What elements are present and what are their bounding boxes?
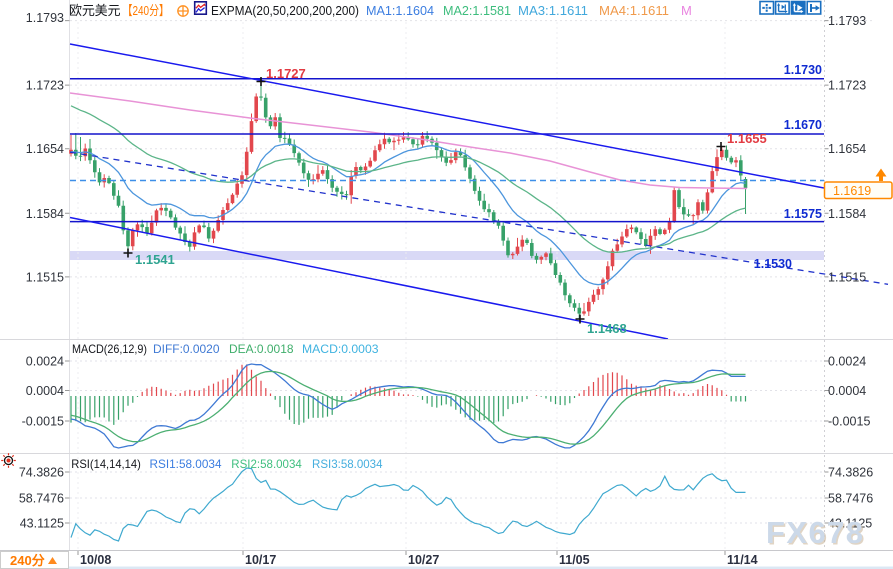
svg-text:11/05: 11/05: [559, 553, 590, 567]
svg-text:10/17: 10/17: [245, 553, 276, 567]
svg-text:MA1:1.1604: MA1:1.1604: [366, 3, 434, 18]
svg-text:1.1727: 1.1727: [266, 66, 306, 81]
svg-text:MA3:1.1611: MA3:1.1611: [518, 3, 588, 18]
svg-text:FX678: FX678: [766, 515, 863, 550]
svg-text:0.0004: 0.0004: [26, 384, 64, 398]
svg-text:43.1125: 43.1125: [828, 517, 872, 531]
svg-text:1.1468: 1.1468: [587, 321, 627, 336]
svg-text:1.1655: 1.1655: [727, 131, 767, 146]
svg-text:欧元美元: 欧元美元: [69, 3, 121, 18]
svg-text:1.1654: 1.1654: [26, 142, 64, 156]
svg-text:DEA:0.0018: DEA:0.0018: [229, 342, 294, 356]
svg-text:11/14: 11/14: [727, 553, 758, 567]
svg-text:1.1619: 1.1619: [833, 184, 871, 198]
svg-text:RSI(14,14,14): RSI(14,14,14): [71, 457, 141, 471]
svg-text:1.1793: 1.1793: [828, 14, 866, 28]
svg-text:1.1530: 1.1530: [754, 257, 792, 271]
svg-text:1.1654: 1.1654: [828, 142, 866, 156]
svg-text:-0.0015: -0.0015: [22, 415, 64, 429]
svg-text:1.1575: 1.1575: [784, 207, 822, 221]
svg-text:1.1584: 1.1584: [828, 207, 866, 221]
svg-text:-0.0015: -0.0015: [828, 415, 870, 429]
svg-text:0.0024: 0.0024: [26, 355, 64, 369]
svg-text:58.7476: 58.7476: [19, 492, 64, 506]
svg-text:10/27: 10/27: [408, 553, 439, 567]
svg-text:58.7476: 58.7476: [828, 492, 873, 506]
svg-text:1.1670: 1.1670: [784, 118, 822, 132]
svg-text:0.0004: 0.0004: [828, 384, 866, 398]
svg-text:EXPMA(20,50,200,200,200): EXPMA(20,50,200,200,200): [211, 3, 359, 18]
svg-text:10/08: 10/08: [80, 553, 111, 567]
svg-text:1.1730: 1.1730: [784, 63, 822, 77]
svg-text:1.1723: 1.1723: [828, 79, 866, 93]
svg-text:1.1584: 1.1584: [26, 207, 64, 221]
svg-text:M: M: [681, 3, 692, 18]
svg-text:MACD(26,12,9): MACD(26,12,9): [72, 342, 147, 356]
svg-text:MA4:1.1611: MA4:1.1611: [599, 3, 669, 18]
svg-text:74.3826: 74.3826: [828, 466, 873, 480]
svg-text:0.0024: 0.0024: [828, 355, 866, 369]
svg-text:1.1515: 1.1515: [26, 270, 64, 284]
svg-text:RSI1:58.0034: RSI1:58.0034: [150, 457, 222, 471]
svg-text:1.1541: 1.1541: [135, 252, 175, 267]
svg-text:74.3826: 74.3826: [19, 466, 64, 480]
svg-text:RSI3:58.0034: RSI3:58.0034: [312, 457, 383, 471]
svg-text:FX678: FX678: [768, 517, 865, 552]
svg-text:240分: 240分: [10, 553, 45, 568]
svg-text:MACD:0.0003: MACD:0.0003: [302, 342, 379, 356]
svg-text:43.1125: 43.1125: [20, 517, 64, 531]
svg-text:1.1723: 1.1723: [26, 79, 64, 93]
svg-text:DIFF:0.0020: DIFF:0.0020: [153, 342, 220, 356]
svg-text:RSI2:58.0034: RSI2:58.0034: [231, 457, 302, 471]
svg-text:1.1793: 1.1793: [26, 11, 64, 25]
svg-text:1.1515: 1.1515: [828, 270, 866, 284]
svg-text:【240分】: 【240分】: [123, 3, 170, 18]
svg-text:MA2:1.1581: MA2:1.1581: [443, 3, 511, 18]
